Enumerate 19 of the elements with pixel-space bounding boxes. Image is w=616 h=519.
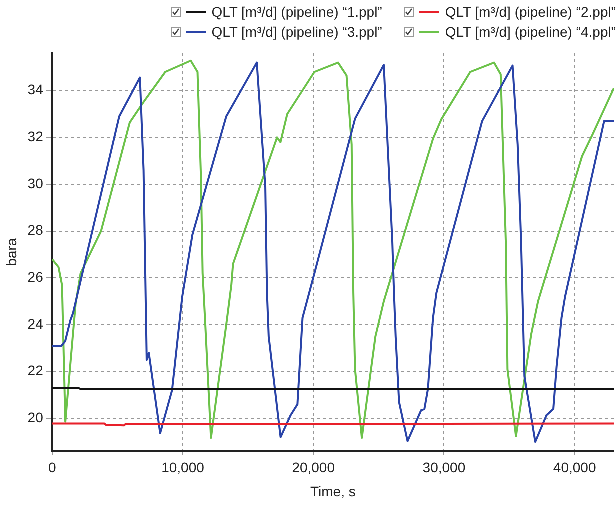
y-tick-label: 34 bbox=[28, 82, 44, 98]
y-axis-title: bara bbox=[3, 238, 20, 266]
y-tick-label: 28 bbox=[28, 222, 44, 238]
legend-label: QLT [m³/d] (pipeline) “3.ppl” bbox=[212, 24, 382, 40]
x-tick-label: 40,000 bbox=[553, 460, 596, 476]
y-tick-label: 20 bbox=[28, 409, 44, 426]
y-tick-label: 24 bbox=[28, 316, 44, 332]
x-tick-label: 10,000 bbox=[162, 460, 205, 476]
y-tick-label: 30 bbox=[28, 175, 44, 192]
x-tick-label: 0 bbox=[48, 460, 56, 476]
y-tick-label: 22 bbox=[28, 362, 44, 379]
legend-label: QLT [m³/d] (pipeline) “2.ppl” bbox=[445, 4, 616, 20]
x-tick-label: 20,000 bbox=[292, 460, 336, 476]
y-tick-label: 26 bbox=[28, 269, 44, 286]
legend-label: QLT [m³/d] (pipeline) “1.ppl” bbox=[212, 4, 382, 20]
legend-label: QLT [m³/d] (pipeline) “4.ppl” bbox=[445, 24, 616, 40]
y-tick-label: 32 bbox=[28, 128, 44, 145]
x-axis-title: Time, s bbox=[310, 483, 356, 500]
x-tick-label: 30,000 bbox=[422, 460, 466, 476]
